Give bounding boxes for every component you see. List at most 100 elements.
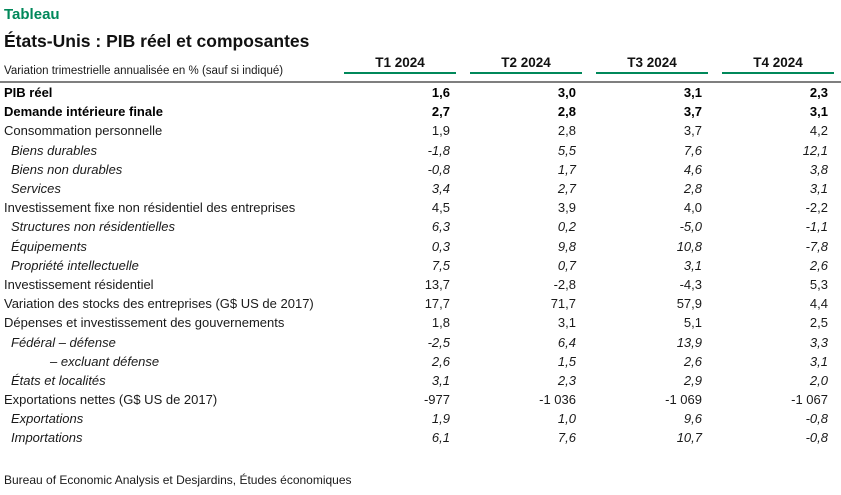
column-header-t2-2024: T2 2024 (463, 55, 589, 83)
cell-value: 13,7 (424, 276, 450, 292)
cell-value: 3,1 (809, 353, 828, 369)
cell-value: -2,2 (805, 200, 828, 216)
cell-value: 3,7 (683, 123, 702, 139)
measure-label: Variation trimestrielle annualisée en % … (0, 55, 337, 83)
cell-value: 6,3 (431, 219, 450, 235)
column-header-label: T3 2024 (596, 55, 708, 74)
table-row: Biens non durables -0,8 1,7 4,6 3,8 (0, 160, 841, 179)
cell-value: 1,8 (431, 315, 450, 331)
cell-value: 57,9 (676, 296, 702, 312)
cell-value: -2,8 (553, 276, 576, 292)
cell-value: 4,2 (809, 123, 828, 139)
row-label: Services (11, 181, 61, 197)
cell-value: 2,0 (809, 372, 828, 388)
cell-value: 2,9 (683, 372, 702, 388)
column-header-label: T4 2024 (722, 55, 834, 74)
cell-value: 3,1 (683, 257, 702, 273)
cell-value: 71,7 (550, 296, 576, 312)
cell-value: 12,1 (802, 142, 828, 158)
row-label: Investissement résidentiel (4, 276, 154, 292)
cell-value: 2,3 (557, 372, 576, 388)
row-label: Équipements (11, 238, 87, 254)
cell-value: -4,3 (679, 276, 702, 292)
cell-value: 2,6 (431, 353, 450, 369)
cell-value: 6,1 (431, 430, 450, 446)
cell-value: -2,5 (427, 334, 450, 350)
cell-value: -0,8 (805, 430, 828, 446)
cell-value: 5,1 (683, 315, 702, 331)
cell-value: -0,8 (805, 411, 828, 427)
table-row: PIB réel 1,6 3,0 3,1 2,3 (0, 82, 841, 102)
row-label: États et localités (11, 372, 106, 388)
cell-value: -1,1 (805, 219, 828, 235)
table-row: Propriété intellectuelle 7,5 0,7 3,1 2,6 (0, 256, 841, 275)
cell-value: 2,8 (557, 123, 576, 139)
row-label: – excluant défense (50, 353, 160, 369)
cell-value: 4,4 (809, 296, 828, 312)
cell-value: 3,8 (809, 161, 828, 177)
row-label: PIB réel (4, 85, 53, 101)
table-row: États et localités 3,1 2,3 2,9 2,0 (0, 371, 841, 390)
cell-value: 7,6 (683, 142, 702, 158)
column-header-label: T1 2024 (344, 55, 456, 74)
cell-value: 3,1 (431, 372, 450, 388)
row-label: Exportations (11, 411, 84, 427)
cell-value: -7,8 (805, 238, 828, 254)
cell-value: 0,2 (557, 219, 576, 235)
table-row: Équipements 0,3 9,8 10,8 -7,8 (0, 237, 841, 256)
table-row: Services 3,4 2,7 2,8 3,1 (0, 179, 841, 198)
cell-value: 3,1 (557, 315, 576, 331)
row-label: Biens non durables (11, 161, 123, 177)
cell-value: 9,8 (557, 238, 576, 254)
cell-value: -0,8 (427, 161, 450, 177)
table-row: – excluant défense 2,6 1,5 2,6 3,1 (0, 352, 841, 371)
table-row: Exportations 1,9 1,0 9,6 -0,8 (0, 409, 841, 428)
cell-value: 2,8 (557, 104, 576, 120)
cell-value: 2,6 (809, 257, 828, 273)
row-label: Propriété intellectuelle (11, 257, 139, 273)
figure-title: États-Unis : PIB réel et composantes (4, 31, 310, 51)
cell-value: 1,9 (431, 123, 450, 139)
row-label: Biens durables (11, 142, 97, 158)
cell-value: 2,7 (557, 181, 576, 197)
gdp-components-table: Variation trimestrielle annualisée en % … (0, 55, 841, 448)
cell-value: 2,6 (683, 353, 702, 369)
row-label: Variation des stocks des entreprises (G$… (4, 296, 314, 312)
cell-value: -1 036 (539, 392, 576, 408)
row-label: Structures non résidentielles (11, 219, 176, 235)
table-row: Demande intérieure finale 2,7 2,8 3,7 3,1 (0, 102, 841, 121)
figure-kicker: Tableau (4, 6, 60, 23)
row-label: Demande intérieure finale (4, 104, 163, 120)
cell-value: 1,9 (431, 411, 450, 427)
row-label: Fédéral – défense (11, 334, 116, 350)
cell-value: 13,9 (676, 334, 702, 350)
cell-value: 3,9 (557, 200, 576, 216)
cell-value: 1,5 (557, 353, 576, 369)
cell-value: 3,1 (809, 104, 828, 120)
cell-value: 0,3 (431, 238, 450, 254)
column-header-t4-2024: T4 2024 (715, 55, 841, 83)
table-header-row: Variation trimestrielle annualisée en % … (0, 55, 841, 83)
cell-value: 6,4 (557, 334, 576, 350)
cell-value: 4,6 (683, 161, 702, 177)
cell-value: 3,0 (557, 85, 576, 101)
cell-value: 9,6 (683, 411, 702, 427)
cell-value: 7,5 (431, 257, 450, 273)
cell-value: 3,4 (431, 181, 450, 197)
row-label: Investissement fixe non résidentiel des … (4, 200, 296, 216)
table-row: Structures non résidentielles 6,3 0,2 -5,0 -… (0, 217, 841, 236)
cell-value: 3,1 (683, 85, 702, 101)
cell-value: 2,5 (809, 315, 828, 331)
cell-value: 2,7 (431, 104, 450, 120)
cell-value: 3,7 (683, 104, 702, 120)
row-label: Dépenses et investissement des gouvernem… (4, 315, 285, 331)
cell-value: -5,0 (679, 219, 702, 235)
column-header-t3-2024: T3 2024 (589, 55, 715, 83)
cell-value: 5,5 (557, 142, 576, 158)
row-label: Exportations nettes (G$ US de 2017) (4, 392, 218, 408)
column-header-label: T2 2024 (470, 55, 582, 74)
table-body: PIB réel 1,6 3,0 3,1 2,3 Demande intérieure f… (0, 82, 841, 448)
cell-value: 2,8 (683, 181, 702, 197)
cell-value: 3,3 (809, 334, 828, 350)
table-row: Fédéral – défense -2,5 6,4 13,9 3,3 (0, 332, 841, 351)
